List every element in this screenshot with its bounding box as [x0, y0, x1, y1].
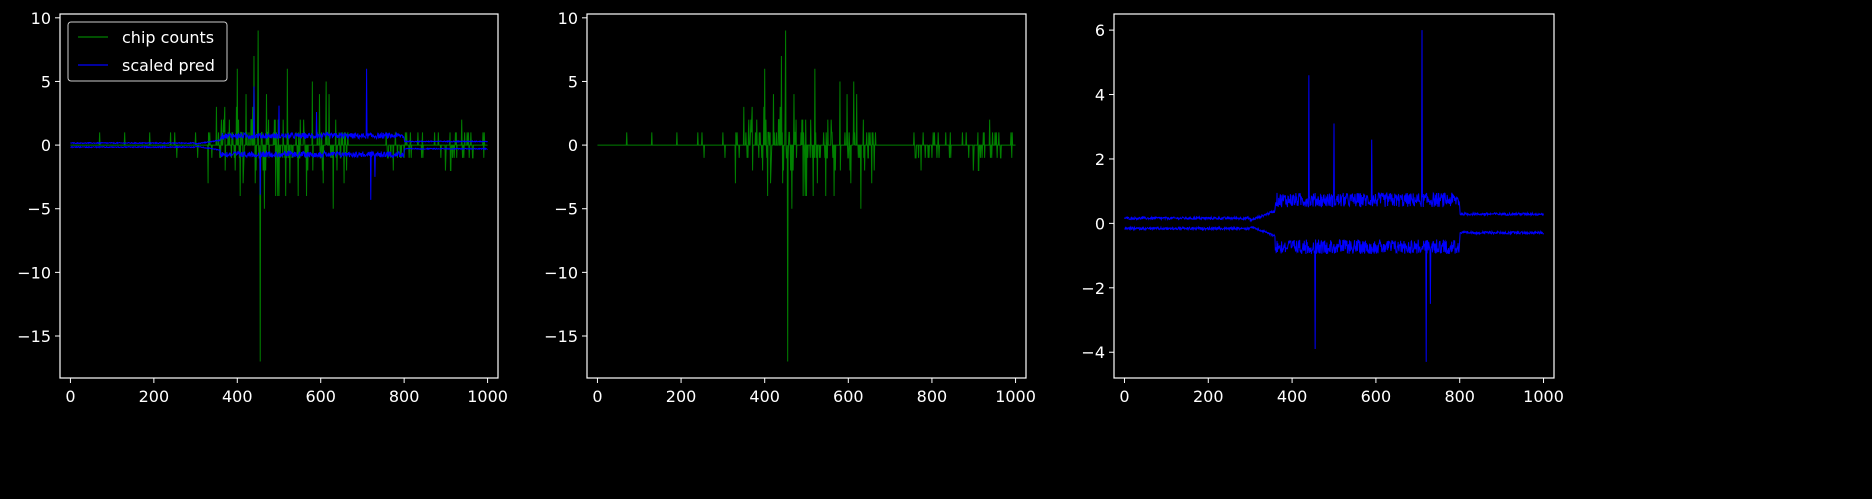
y-tick-label: −10 [544, 263, 578, 282]
y-tick-label: −5 [27, 200, 51, 219]
axes-frame [59, 13, 499, 379]
chart-panel-2: 0 200 400 600 800 1000 −15 −10 −5 0 5 10 [544, 9, 1036, 406]
y-tick-label: 5 [568, 72, 578, 91]
x-tick-label: 200 [1193, 387, 1224, 406]
y-tick-label: 2 [1095, 150, 1105, 169]
scaled-pred-line-lower [70, 145, 488, 200]
y-tick-label: 4 [1095, 86, 1105, 105]
scaled-pred-line-lower [1124, 225, 1544, 362]
chart-panel-3: 0 200 400 600 800 1000 −4 −2 0 2 4 6 [1081, 13, 1564, 406]
x-tick-label: 600 [305, 387, 336, 406]
y-tick-label: 6 [1095, 21, 1105, 40]
x-tick-label: 0 [1119, 387, 1129, 406]
legend-label: chip counts [122, 28, 214, 47]
y-tick-label: −2 [1081, 279, 1105, 298]
y-tick-label: 10 [31, 9, 51, 28]
y-tick-label: 10 [558, 9, 578, 28]
x-tick-label: 600 [833, 387, 864, 406]
y-tick-label: 0 [568, 136, 578, 155]
chart-panel-1: 0 200 400 600 800 1000 −15 −10 −5 0 5 10 chip counts… [17, 9, 508, 406]
series-group [1124, 30, 1544, 362]
y-tick-label: −5 [554, 200, 578, 219]
chip-counts-line [597, 30, 1016, 362]
axes-frame [1113, 13, 1555, 379]
series-group [70, 30, 488, 362]
x-tick-label: 400 [222, 387, 253, 406]
axes-frame [586, 13, 1027, 379]
series-group [597, 30, 1016, 362]
x-tick-label: 800 [917, 387, 948, 406]
x-tick-label: 200 [139, 387, 170, 406]
y-tick-label: −4 [1081, 343, 1105, 362]
y-tick-label: 0 [1095, 214, 1105, 233]
x-tick-label: 200 [666, 387, 697, 406]
y-tick-label: −15 [17, 327, 51, 346]
y-tick-label: 0 [41, 136, 51, 155]
x-tick-label: 1000 [1523, 387, 1564, 406]
chip-counts-line [70, 30, 488, 362]
scaled-pred-line [70, 68, 488, 145]
x-tick-label: 400 [1277, 387, 1308, 406]
x-tick-label: 400 [749, 387, 780, 406]
y-tick-label: −10 [17, 263, 51, 282]
x-tick-label: 0 [65, 387, 75, 406]
x-tick-label: 1000 [467, 387, 508, 406]
legend: chip counts scaled pred [67, 21, 228, 82]
x-tick-label: 0 [592, 387, 602, 406]
x-tick-label: 800 [389, 387, 420, 406]
x-tick-label: 1000 [995, 387, 1036, 406]
x-tick-label: 800 [1444, 387, 1475, 406]
x-tick-label: 600 [1361, 387, 1392, 406]
y-tick-label: −15 [544, 327, 578, 346]
legend-label: scaled pred [122, 56, 215, 75]
y-tick-label: 5 [41, 72, 51, 91]
scaled-pred-line [1124, 30, 1544, 223]
